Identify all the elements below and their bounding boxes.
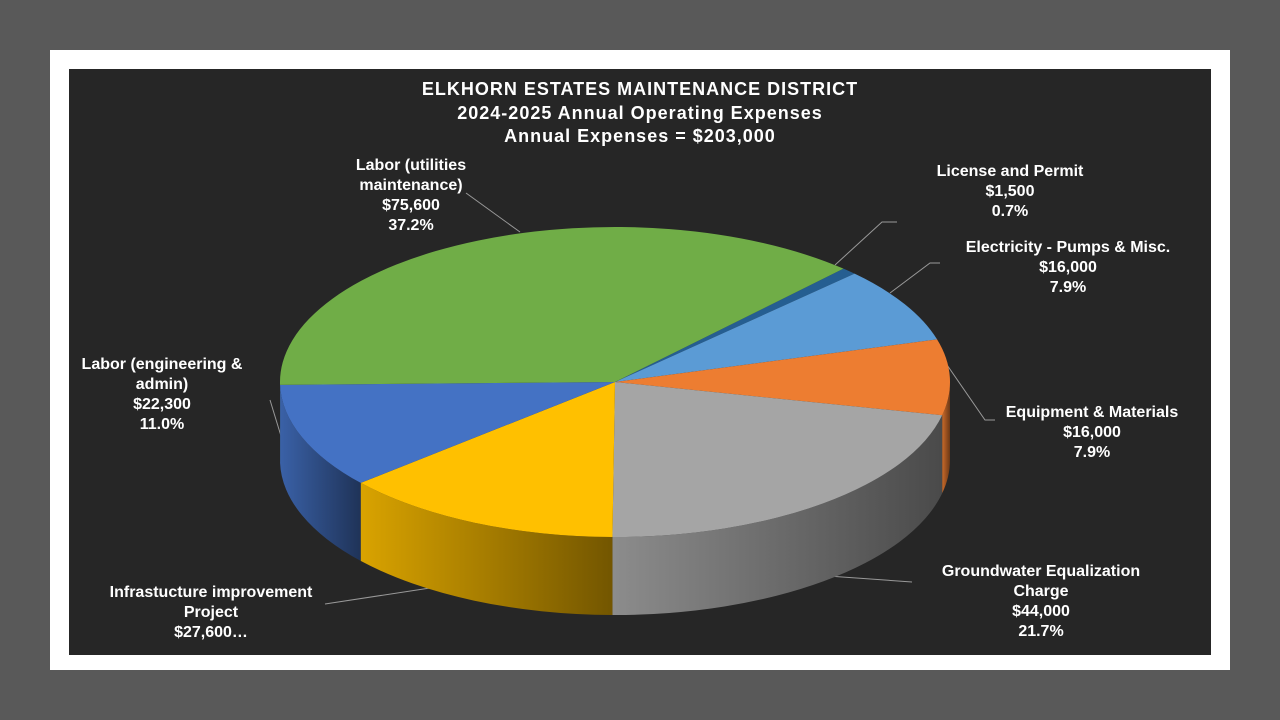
label-name: Equipment & Materials	[1005, 404, 1179, 421]
label-value: $44,000	[1012, 603, 1070, 620]
slice	[615, 273, 938, 382]
leader-line	[834, 221, 897, 266]
slice-side	[360, 482, 613, 615]
label-name: Infrastucture improvement Project	[109, 584, 313, 621]
label-percent: 0.7%	[991, 203, 1029, 220]
label-percent: 21.7%	[1018, 623, 1064, 640]
chart-subtitle: 2024-2025 Annual Operating Expenses	[457, 103, 823, 123]
label-name: Groundwater Equalization Charge	[941, 563, 1141, 600]
label-name: Electricity - Pumps & Misc.	[965, 239, 1171, 256]
data-label: Groundwater Equalization Charge $44,000 21…	[921, 562, 1161, 642]
leader-line	[827, 575, 913, 583]
slice	[280, 227, 844, 385]
slice	[280, 382, 615, 483]
data-label: License and Permit $1,500 0.7%	[930, 162, 1090, 222]
label-value: $16,000	[1039, 259, 1097, 276]
label-name: Labor (engineering & admin)	[81, 356, 243, 393]
label-value: $75,600	[382, 197, 440, 214]
label-name: License and Permit	[936, 163, 1084, 180]
data-label: Labor (utilities maintenance) $75,600 37.2…	[341, 156, 481, 236]
slice	[612, 382, 943, 538]
slice	[360, 382, 615, 537]
label-value: $16,000	[1063, 424, 1121, 441]
slice-side	[942, 382, 951, 494]
slice	[615, 339, 950, 416]
label-value: $27,600…	[174, 624, 248, 641]
leader-line	[324, 587, 431, 605]
chart-title: ELKHORN ESTATES MAINTENANCE DISTRICT	[421, 79, 859, 99]
data-label: Equipment & Materials $16,000 7.9%	[982, 403, 1202, 463]
total-label: Annual Expenses = $203,000	[504, 126, 776, 146]
label-percent: 7.9%	[1073, 444, 1111, 461]
leader-line	[465, 192, 521, 233]
label-percent: 7.9%	[1049, 279, 1087, 296]
data-label: Labor (engineering & admin) $22,300 11.0%	[77, 355, 247, 435]
data-label: Electricity - Pumps & Misc. $16,000 7.9%	[938, 238, 1198, 298]
label-percent: 37.2%	[388, 217, 434, 234]
slice-side	[280, 384, 361, 561]
leader-line	[944, 361, 995, 421]
label-value: $22,300	[133, 396, 191, 413]
label-value: $1,500	[985, 183, 1035, 200]
data-label: Infrastucture improvement Project $27,600…	[91, 583, 331, 643]
leader-line	[889, 262, 940, 294]
label-percent: 11.0%	[139, 416, 185, 433]
slice	[615, 268, 855, 382]
label-name: Labor (utilities maintenance)	[355, 157, 467, 194]
slice-side	[612, 415, 943, 615]
